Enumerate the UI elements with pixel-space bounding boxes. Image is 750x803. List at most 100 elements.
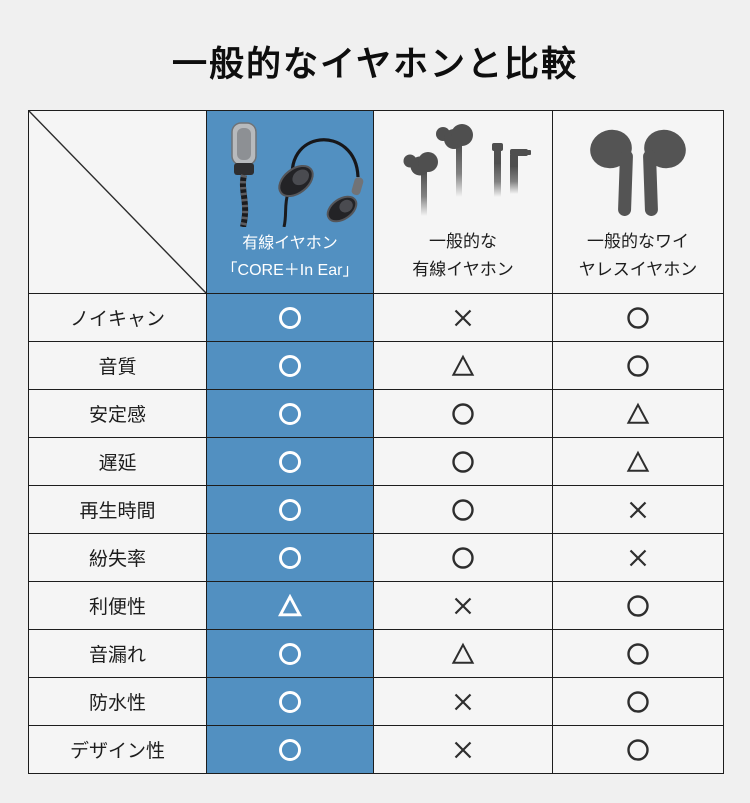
triangle-symbol: [626, 450, 650, 472]
cross-symbol: [629, 549, 647, 566]
symbol-cell: [552, 725, 724, 774]
circle-symbol: [279, 306, 301, 329]
table-row: デザイン性: [28, 725, 724, 774]
table-row: 防水性: [28, 677, 724, 726]
circle-symbol: [279, 354, 301, 377]
triangle-symbol: [626, 402, 650, 424]
column-header-wireless: 一般的なワイ ヤレスイヤホン: [552, 110, 724, 294]
row-label: 防水性: [28, 677, 207, 726]
symbol-cell: [373, 725, 553, 774]
cross-symbol: [454, 693, 472, 710]
column-label-line: 一般的なワイ: [587, 231, 689, 251]
cross-symbol: [629, 501, 647, 518]
header-row: 有線イヤホン 「CORE＋In Ear」 一般的な 有線イヤホン 一般的なワイ ヤレスイヤ…: [28, 110, 724, 294]
circle-symbol: [452, 498, 474, 521]
symbol-cell: [552, 293, 724, 342]
symbol-cell: [552, 629, 724, 678]
symbol-cell: [552, 581, 724, 630]
table-row: 音漏れ: [28, 629, 724, 678]
column-header-content: 一般的な有線イヤホン: [374, 111, 552, 293]
row-label: 安定感: [28, 389, 207, 438]
symbol-cell: [552, 677, 724, 726]
symbol-cell: [373, 341, 553, 390]
column-label-line: ヤレスイヤホン: [578, 259, 698, 279]
row-label: 音質: [28, 341, 207, 390]
table-row: 再生時間: [28, 485, 724, 534]
symbol-cell: [206, 581, 374, 630]
column-label: 一般的な有線イヤホン: [412, 228, 514, 284]
symbol-cell: [552, 485, 724, 534]
symbol-cell: [373, 389, 553, 438]
circle-symbol: [279, 498, 301, 521]
circle-symbol: [452, 546, 474, 569]
circle-symbol: [627, 690, 649, 713]
column-header-content: 一般的なワイ ヤレスイヤホン: [553, 111, 723, 293]
row-label: 音漏れ: [28, 629, 207, 678]
circle-symbol: [627, 306, 649, 329]
table-row: 遅延: [28, 437, 724, 486]
column-label-line: 有線イヤホン: [412, 259, 514, 279]
symbol-cell: [373, 533, 553, 582]
triangle-symbol: [278, 593, 302, 616]
comparison-table: 有線イヤホン 「CORE＋In Ear」 一般的な 有線イヤホン 一般的なワイ ヤレスイヤ…: [28, 110, 724, 774]
comparison-table-body: 有線イヤホン 「CORE＋In Ear」 一般的な 有線イヤホン 一般的なワイ ヤレスイヤ…: [28, 110, 724, 774]
triangle-symbol: [451, 642, 475, 664]
column-header-wired: 一般的な有線イヤホン: [373, 110, 553, 294]
circle-symbol: [627, 738, 649, 761]
cross-symbol: [454, 741, 472, 758]
symbol-cell: [206, 389, 374, 438]
circle-symbol: [279, 402, 301, 425]
column-label-line: 有線イヤホン: [242, 235, 338, 253]
column-label-line: 一般的な: [429, 231, 497, 251]
row-label: 再生時間: [28, 485, 207, 534]
cross-symbol: [454, 309, 472, 326]
symbol-cell: [373, 485, 553, 534]
column-label: 一般的なワイ ヤレスイヤホン: [579, 228, 698, 284]
table-row: 紛失率: [28, 533, 724, 582]
symbol-cell: [206, 533, 374, 582]
column-header-coreplus: 有線イヤホン「CORE＋In Ear」: [206, 110, 374, 294]
table-row: 利便性: [28, 581, 724, 630]
row-label: 遅延: [28, 437, 207, 486]
symbol-cell: [552, 437, 724, 486]
triangle-symbol: [451, 354, 475, 376]
symbol-cell: [206, 725, 374, 774]
table-row: ノイキャン: [28, 293, 724, 342]
coreplus-product-image: [214, 117, 366, 231]
cross-symbol: [454, 597, 472, 614]
symbol-cell: [373, 629, 553, 678]
table-row: 音質: [28, 341, 724, 390]
symbol-cell: [206, 437, 374, 486]
corner-cell: [28, 110, 207, 294]
symbol-cell: [552, 533, 724, 582]
symbol-cell: [206, 341, 374, 390]
symbol-cell: [373, 437, 553, 486]
circle-symbol: [452, 450, 474, 473]
symbol-cell: [552, 341, 724, 390]
row-label: デザイン性: [28, 725, 207, 774]
circle-symbol: [627, 642, 649, 665]
circle-symbol: [279, 690, 301, 713]
circle-symbol: [452, 402, 474, 425]
wireless-earbuds-silhouette: [578, 117, 698, 228]
table-row: 安定感: [28, 389, 724, 438]
symbol-cell: [206, 485, 374, 534]
circle-symbol: [279, 546, 301, 569]
column-label-line: 「CORE＋In Ear」: [221, 261, 359, 279]
symbol-cell: [373, 581, 553, 630]
symbol-cell: [552, 389, 724, 438]
column-label: 有線イヤホン「CORE＋In Ear」: [222, 231, 359, 284]
symbol-cell: [373, 293, 553, 342]
symbol-cell: [373, 677, 553, 726]
column-header-content: 有線イヤホン「CORE＋In Ear」: [207, 111, 373, 293]
circle-symbol: [627, 354, 649, 377]
symbol-cell: [206, 293, 374, 342]
circle-symbol: [279, 450, 301, 473]
circle-symbol: [279, 738, 301, 761]
diagonal-line: [29, 111, 206, 293]
symbol-cell: [206, 677, 374, 726]
row-label: ノイキャン: [28, 293, 207, 342]
wired-earphone-silhouette: [388, 117, 538, 228]
row-label: 利便性: [28, 581, 207, 630]
